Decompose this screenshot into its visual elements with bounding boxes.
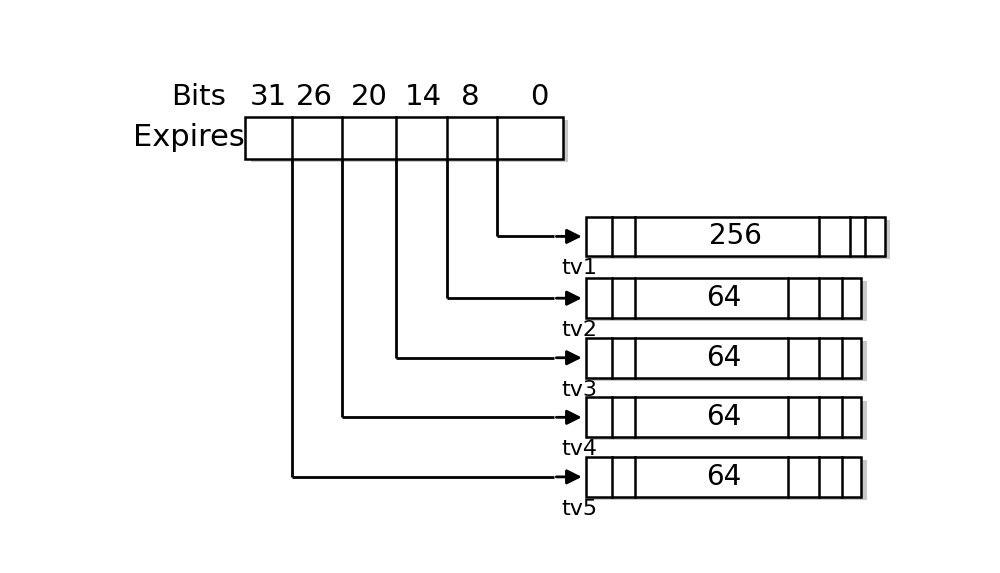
Text: 26: 26: [296, 84, 333, 111]
Bar: [586, 398, 861, 437]
Bar: [586, 217, 885, 256]
Text: tv1: tv1: [561, 258, 597, 278]
Bar: [592, 341, 867, 380]
Text: 20: 20: [351, 84, 388, 111]
Text: 64: 64: [706, 344, 741, 372]
Bar: [251, 120, 568, 162]
Bar: [592, 401, 867, 440]
Bar: [592, 219, 890, 260]
Bar: [245, 117, 563, 159]
Bar: [586, 338, 861, 378]
Text: 64: 64: [706, 403, 741, 431]
Text: 14: 14: [405, 84, 442, 111]
Bar: [592, 281, 867, 321]
Text: tv4: tv4: [561, 439, 597, 460]
Text: tv3: tv3: [561, 380, 597, 400]
Text: tv5: tv5: [561, 499, 597, 519]
Text: 31: 31: [250, 84, 287, 111]
Bar: [592, 460, 867, 500]
Bar: [586, 278, 861, 318]
Text: 256: 256: [709, 222, 762, 250]
Text: 64: 64: [706, 284, 741, 312]
Text: 8: 8: [461, 84, 479, 111]
Text: Bits: Bits: [172, 84, 226, 111]
Text: tv2: tv2: [561, 320, 597, 340]
Text: Expires: Expires: [133, 123, 244, 152]
Text: 64: 64: [706, 463, 741, 491]
Bar: [586, 457, 861, 497]
Text: 0: 0: [530, 84, 549, 111]
